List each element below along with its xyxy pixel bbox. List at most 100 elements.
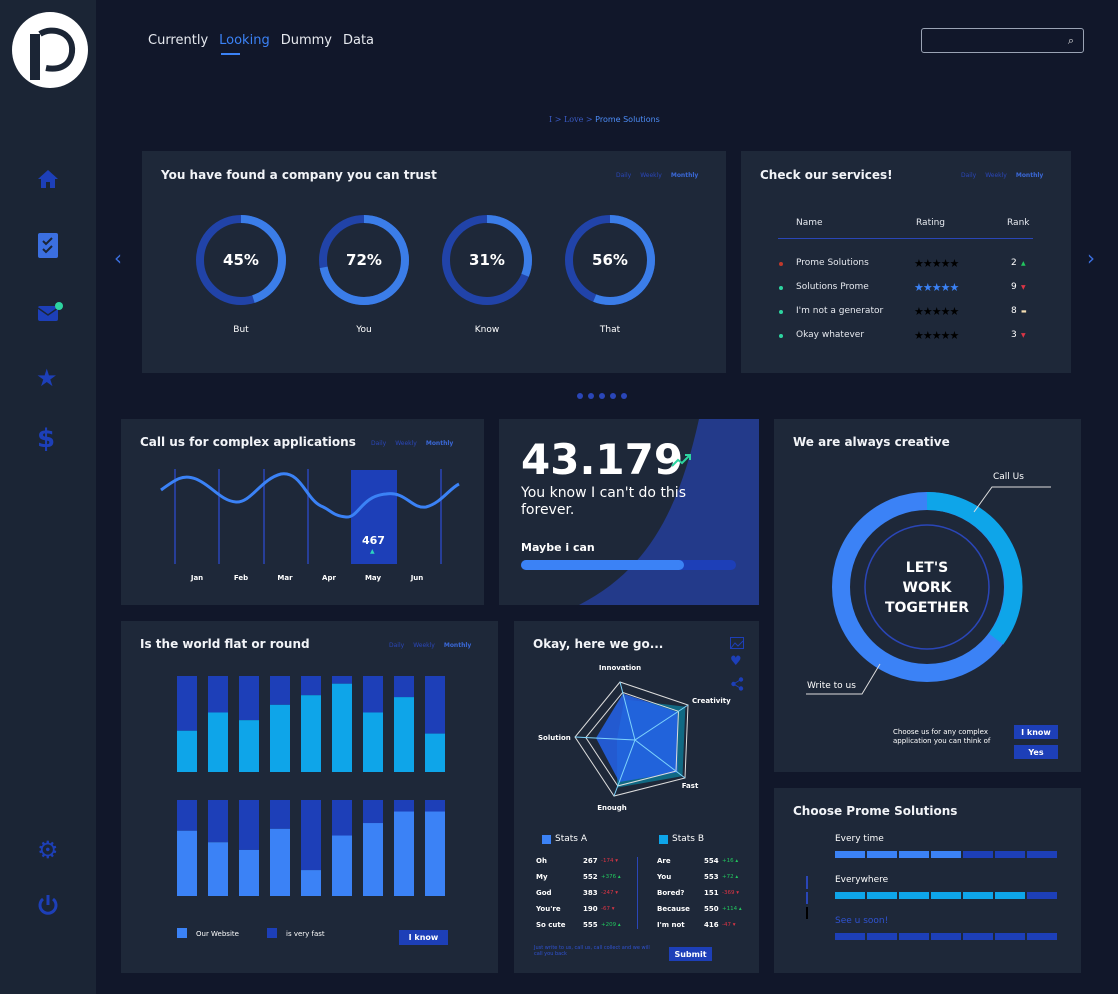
stat-text: You know I can't do this forever. — [521, 485, 686, 518]
share-icon[interactable] — [731, 677, 744, 691]
i-know-button[interactable]: I know — [1014, 725, 1058, 739]
bar-segment-light — [363, 823, 383, 896]
radar-axis — [613, 739, 636, 797]
service-name: Prome Solutions — [796, 258, 869, 268]
legend-swatch — [659, 835, 668, 844]
stat-value: 416 — [704, 921, 719, 929]
card-title: Call us for complex applications — [140, 435, 356, 449]
radar-card: Okay, here we go... ♥ Innovation Creativi… — [514, 621, 759, 973]
bar-segment-light — [177, 830, 197, 896]
bar-segment-light — [270, 828, 290, 896]
heart-icon[interactable]: ♥ — [730, 654, 742, 669]
tab-daily[interactable]: Daily — [616, 172, 632, 179]
line-series — [160, 472, 460, 519]
radar-axis — [574, 736, 636, 741]
prev-arrow-icon[interactable]: ‹ — [114, 246, 122, 270]
next-arrow-icon[interactable]: › — [1087, 246, 1095, 270]
tab-weekly[interactable]: Weekly — [985, 172, 1007, 179]
radar-axis — [619, 681, 636, 741]
header-rank[interactable]: Rank — [1007, 218, 1030, 228]
period-tabs: Daily Weekly Monthly — [961, 172, 1043, 179]
dollar-icon[interactable]: $ — [37, 424, 56, 454]
tab-daily[interactable]: Daily — [371, 440, 387, 447]
gear-icon[interactable]: ⚙ — [37, 836, 59, 864]
bar-segment-light — [239, 849, 259, 896]
month-tick: Jan — [190, 574, 204, 582]
legend-swatch — [177, 928, 187, 938]
tab-dummy[interactable]: Dummy — [280, 33, 332, 48]
bar-segment-light — [301, 870, 321, 896]
rank-value: 8 — [1011, 306, 1017, 316]
search-icon[interactable]: ⌕ — [1067, 34, 1074, 47]
dot[interactable] — [610, 393, 616, 399]
home-icon[interactable] — [37, 168, 59, 190]
dot[interactable] — [599, 393, 605, 399]
power-icon[interactable] — [37, 894, 59, 916]
stat-label: Bored? — [657, 889, 685, 897]
bar-segment-dark — [270, 676, 290, 705]
image-icon[interactable] — [730, 637, 744, 649]
radar-series-a — [596, 693, 678, 782]
scroll-indicator[interactable] — [806, 907, 808, 919]
callout-line — [806, 663, 881, 695]
tab-weekly[interactable]: Weekly — [395, 440, 417, 447]
star-rating: ★★★★★ — [914, 329, 959, 342]
highlight-value: 467 — [362, 534, 385, 547]
star-icon[interactable]: ★ — [36, 364, 58, 392]
header-rating[interactable]: Rating — [916, 218, 946, 228]
dot[interactable] — [588, 393, 594, 399]
segment — [995, 851, 1025, 858]
up-arrow-icon: ▲ — [370, 548, 375, 555]
tab-monthly[interactable]: Monthly — [425, 440, 454, 447]
donut-label: But — [233, 325, 249, 335]
period-tabs: Daily Weekly Monthly — [616, 172, 698, 179]
checklist-icon[interactable] — [38, 233, 58, 258]
segment — [931, 851, 961, 858]
radar-chart: Innovation Creativity Fast Enough Solution — [538, 664, 731, 812]
tab-weekly[interactable]: Weekly — [413, 642, 435, 649]
line-chart — [160, 469, 460, 564]
tab-monthly[interactable]: Monthly — [443, 642, 472, 649]
mail-icon[interactable] — [37, 300, 65, 322]
tab-data[interactable]: Data — [342, 33, 375, 48]
bar-segment-light — [332, 835, 352, 896]
tab-daily[interactable]: Daily — [961, 172, 977, 179]
star-rating: ★★★★★ — [914, 257, 959, 270]
donut-text-line: WORK — [902, 580, 952, 596]
crumb-love[interactable]: Love > — [563, 115, 593, 124]
header-name[interactable]: Name — [796, 218, 823, 228]
crumb-current: Prome Solutions — [595, 115, 660, 124]
card-title: Is the world flat or round — [140, 637, 310, 651]
dot[interactable] — [621, 393, 627, 399]
tab-daily[interactable]: Daily — [389, 642, 405, 649]
month-tick: May — [364, 574, 382, 582]
tab-monthly[interactable]: Monthly — [1015, 172, 1044, 179]
i-know-button[interactable]: I know — [399, 930, 448, 945]
period-tabs: Daily Weekly Monthly — [371, 440, 453, 447]
bar-segment-dark — [270, 800, 290, 829]
tab-currently[interactable]: Currently — [148, 33, 209, 48]
radar-axis-label: Creativity — [692, 697, 731, 705]
stat-label: I'm not — [657, 921, 685, 929]
stat-change: -247 ▾ — [601, 890, 618, 896]
bar-segment-dark — [301, 800, 321, 871]
card-title: Check our services! — [760, 168, 893, 182]
segment — [899, 933, 929, 940]
segment — [963, 933, 993, 940]
donut-arc — [319, 215, 409, 305]
segment — [995, 933, 1025, 940]
stat-change: +114 ▴ — [722, 906, 742, 912]
submit-button[interactable]: Submit — [669, 947, 712, 961]
dot[interactable] — [577, 393, 583, 399]
tab-monthly[interactable]: Monthly — [670, 172, 699, 179]
yes-button[interactable]: Yes — [1014, 745, 1058, 759]
breadcrumb: I > Love > Prome Solutions — [549, 115, 660, 124]
tab-weekly[interactable]: Weekly — [640, 172, 662, 179]
tab-looking[interactable]: Looking — [219, 33, 270, 55]
crumb-i[interactable]: I > — [549, 115, 562, 124]
donut-label: You — [355, 325, 372, 335]
segment — [867, 851, 897, 858]
stat-change: -47 ▾ — [722, 922, 736, 928]
search-input[interactable]: ⌕ — [921, 28, 1084, 53]
status-dot — [779, 262, 783, 266]
